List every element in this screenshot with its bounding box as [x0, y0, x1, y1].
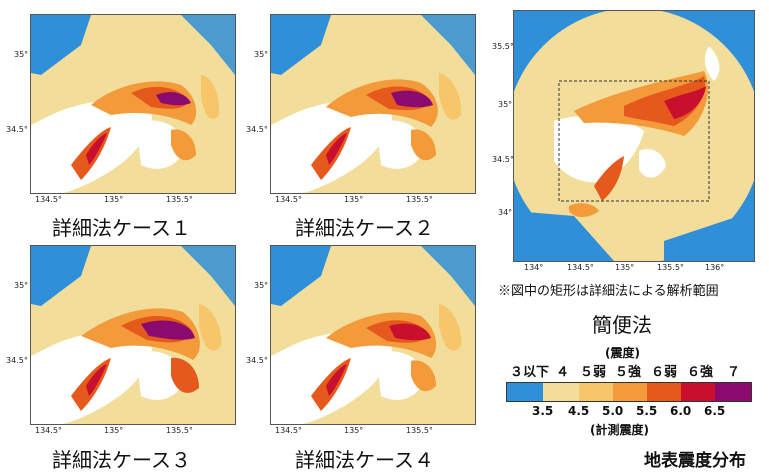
intensity-map-case-1: [30, 14, 236, 194]
legend-title: (震度): [605, 346, 640, 360]
x-tick-136: 136°: [705, 263, 725, 272]
color-swatch-4: [543, 383, 579, 401]
intensity-label-5-upper: ５強: [615, 365, 642, 380]
caption-case-1: 詳細法ケース１: [52, 216, 191, 240]
caption-case-2: 詳細法ケース２: [295, 216, 434, 240]
map-graphic-case-3: [31, 246, 235, 424]
x-tick-135: 135°: [344, 195, 364, 204]
x-tick-135-5: 135.5°: [406, 195, 433, 204]
color-swatch-6-lower: [647, 383, 681, 401]
intensity-map-case-4: [270, 245, 476, 425]
y-tick-34-5: 34.5°: [246, 356, 268, 365]
color-swatch-7: [715, 383, 751, 401]
intensity-scale-labels: ３以下 ４ ５弱 ５強 ６弱 ６強 ７: [510, 361, 750, 380]
map-graphic-case-1: [31, 15, 235, 193]
y-tick-34: 34°: [498, 208, 513, 217]
x-tick-135-5: 135.5°: [657, 263, 684, 272]
intensity-map-case-3: [30, 245, 236, 425]
color-swatch-3-or-less: [507, 383, 543, 401]
value-label-6-5: 6.5: [704, 404, 726, 418]
y-tick-34-5: 34.5°: [6, 125, 28, 134]
intensity-label-6-upper: ６強: [687, 365, 714, 380]
x-tick-134: 134°: [524, 263, 544, 272]
color-swatch-6-upper: [681, 383, 715, 401]
color-swatch-5-upper: [613, 383, 647, 401]
caption-case-4: 詳細法ケース４: [295, 448, 434, 472]
intensity-label-6-lower: ６弱: [651, 365, 678, 380]
map-graphic-case-4: [271, 246, 475, 424]
y-tick-35: 35°: [14, 50, 29, 59]
intensity-map-case-2: [270, 14, 476, 194]
value-label-5-0: 5.0: [602, 404, 624, 418]
y-tick-35: 35°: [254, 50, 269, 59]
simple-method-map: [513, 10, 755, 262]
value-label-5-5: 5.5: [636, 404, 658, 418]
x-tick-134-5: 134.5°: [567, 263, 594, 272]
simple-method-caption: 簡便法: [592, 313, 652, 337]
x-tick-135: 135°: [615, 263, 635, 272]
x-tick-134-5: 134.5°: [275, 195, 302, 204]
x-tick-135: 135°: [344, 426, 364, 435]
y-tick-35-5: 35.5°: [492, 42, 514, 51]
x-tick-135: 135°: [104, 426, 124, 435]
x-tick-135-5: 135.5°: [166, 195, 193, 204]
intensity-color-bar: [506, 382, 752, 402]
x-tick-134-5: 134.5°: [35, 426, 62, 435]
value-label-6-0: 6.0: [670, 404, 692, 418]
instrumental-intensity-values: 3.5 4.5 5.0 5.5 6.0 6.5: [506, 404, 750, 420]
intensity-label-3-or-less: ３以下: [510, 365, 550, 380]
x-tick-135-5: 135.5°: [406, 426, 433, 435]
analysis-range-note: ※図中の矩形は詳細法による解析範囲: [498, 284, 719, 299]
intensity-label-5-lower: ５弱: [580, 365, 607, 380]
x-tick-134-5: 134.5°: [275, 426, 302, 435]
y-tick-34-5: 34.5°: [6, 356, 28, 365]
y-tick-35: 35°: [254, 281, 269, 290]
simple-method-graphic: [514, 11, 754, 261]
x-tick-135-5: 135.5°: [166, 426, 193, 435]
map-graphic-case-2: [271, 15, 475, 193]
value-label-4-5: 4.5: [568, 404, 590, 418]
caption-case-3: 詳細法ケース３: [52, 448, 191, 472]
y-tick-35: 35°: [14, 281, 29, 290]
color-swatch-5-lower: [579, 383, 613, 401]
x-tick-135: 135°: [104, 195, 124, 204]
y-tick-35: 35°: [498, 100, 513, 109]
y-tick-34-5: 34.5°: [492, 155, 514, 164]
figure-title: 地表震度分布: [644, 451, 746, 471]
x-tick-134-5: 134.5°: [35, 195, 62, 204]
intensity-label-7: ７: [727, 365, 741, 380]
intensity-label-4: ４: [556, 365, 570, 380]
y-tick-34-5: 34.5°: [246, 125, 268, 134]
value-label-3-5: 3.5: [532, 404, 554, 418]
legend-subtitle: (計測震度): [590, 423, 649, 437]
